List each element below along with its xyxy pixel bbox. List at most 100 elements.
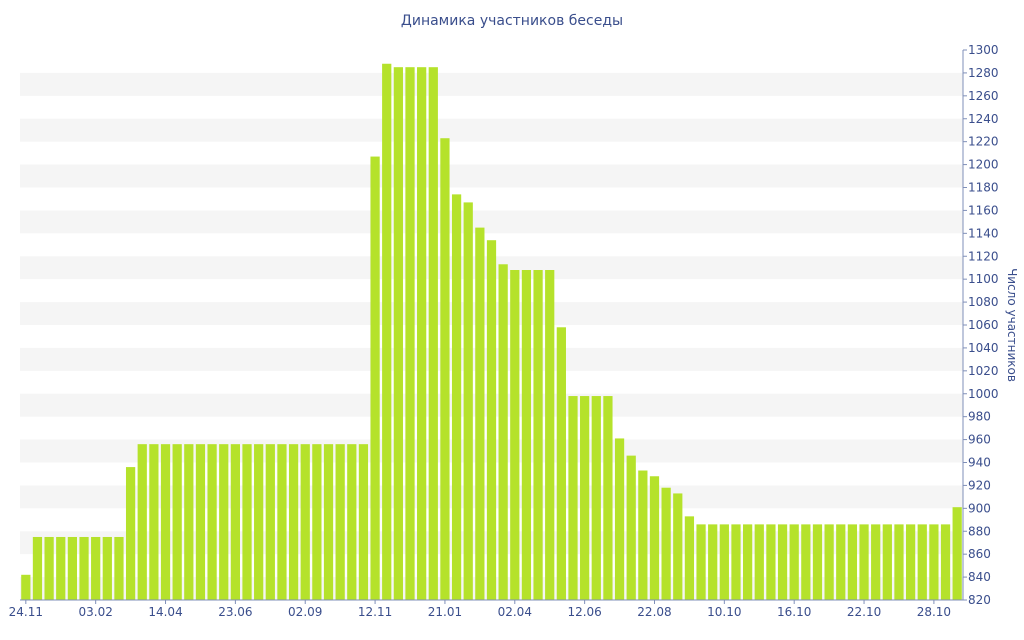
bar bbox=[533, 270, 543, 600]
bar bbox=[125, 467, 136, 600]
y-tick-label: 1120 bbox=[968, 249, 999, 263]
x-tick-label: 02.04 bbox=[498, 605, 532, 619]
bar bbox=[626, 455, 636, 600]
x-tick-label: 12.11 bbox=[358, 605, 392, 619]
bar bbox=[195, 444, 206, 600]
y-tick-label: 1100 bbox=[968, 272, 999, 286]
bar bbox=[719, 524, 729, 600]
bar bbox=[405, 67, 415, 600]
bar bbox=[940, 524, 951, 600]
bar bbox=[440, 138, 450, 600]
bar bbox=[556, 327, 566, 600]
y-tick-label: 1180 bbox=[968, 181, 999, 195]
bar bbox=[661, 487, 671, 600]
bar bbox=[475, 227, 485, 600]
y-tick-label: 1040 bbox=[968, 341, 999, 355]
y-tick-label: 980 bbox=[968, 410, 991, 424]
x-tick-label: 21.01 bbox=[428, 605, 462, 619]
axes-group: 820 840 860 880 900 920 940 960 980 1000 1020 1040 1… bbox=[9, 43, 999, 619]
bar bbox=[172, 444, 182, 600]
y-tick-label: 1020 bbox=[968, 364, 999, 378]
bar bbox=[521, 270, 532, 600]
bar bbox=[137, 444, 147, 600]
bar bbox=[917, 524, 927, 600]
y-tick-label: 860 bbox=[968, 547, 991, 561]
bar bbox=[32, 536, 43, 600]
bar bbox=[382, 63, 392, 600]
bar bbox=[335, 444, 345, 600]
bar bbox=[56, 536, 66, 600]
bar bbox=[428, 67, 438, 600]
bar bbox=[649, 476, 660, 600]
bar bbox=[265, 444, 275, 600]
bar bbox=[836, 524, 846, 600]
bar bbox=[929, 524, 939, 600]
bar bbox=[44, 536, 54, 600]
bar bbox=[347, 444, 357, 600]
bar bbox=[463, 202, 473, 601]
bar bbox=[207, 444, 217, 600]
y-tick-label: 880 bbox=[968, 524, 991, 538]
bar bbox=[242, 444, 252, 600]
y-axis-title: Число участников bbox=[1005, 268, 1019, 382]
bar bbox=[498, 264, 508, 600]
bar bbox=[754, 524, 764, 600]
bar bbox=[673, 493, 683, 600]
bar bbox=[114, 536, 124, 600]
y-tick-label: 1140 bbox=[968, 226, 999, 240]
bar bbox=[580, 396, 590, 600]
bar bbox=[871, 524, 881, 600]
bar bbox=[766, 524, 776, 600]
bar bbox=[254, 444, 264, 600]
y-tick-label: 1000 bbox=[968, 387, 999, 401]
bar bbox=[812, 524, 823, 600]
bar bbox=[67, 536, 78, 600]
bar bbox=[743, 524, 753, 600]
bar bbox=[591, 396, 601, 600]
y-tick-label: 900 bbox=[968, 501, 991, 515]
bar bbox=[824, 524, 834, 600]
bar bbox=[219, 444, 229, 600]
y-tick-label: 1160 bbox=[968, 203, 999, 217]
x-tick-label: 02.09 bbox=[288, 605, 322, 619]
bar bbox=[370, 156, 380, 600]
bar bbox=[149, 444, 159, 600]
y-tick-label: 1060 bbox=[968, 318, 999, 332]
x-tick-label: 10.10 bbox=[707, 605, 741, 619]
bar bbox=[486, 240, 497, 601]
bar bbox=[789, 524, 799, 600]
y-tick-label: 1220 bbox=[968, 135, 999, 149]
grid-band bbox=[20, 210, 963, 234]
bar bbox=[777, 524, 788, 600]
x-tick-label: 24.11 bbox=[9, 605, 43, 619]
bar bbox=[545, 270, 555, 600]
y-tick-label: 1200 bbox=[968, 158, 999, 172]
bar bbox=[801, 524, 811, 600]
bar bbox=[288, 444, 299, 600]
x-tick-label: 22.10 bbox=[847, 605, 881, 619]
bar bbox=[323, 444, 334, 600]
grid-band bbox=[20, 72, 963, 96]
x-tick-label: 16.10 bbox=[777, 605, 811, 619]
bars-group bbox=[21, 63, 962, 601]
bar bbox=[731, 524, 741, 600]
bar bbox=[277, 444, 287, 600]
x-tick-label: 03.02 bbox=[78, 605, 112, 619]
y-tick-label: 1280 bbox=[968, 66, 999, 80]
bar bbox=[684, 516, 695, 600]
bar bbox=[358, 444, 369, 600]
y-tick-label: 920 bbox=[968, 478, 991, 492]
y-tick-label: 1080 bbox=[968, 295, 999, 309]
chart-title: Динамика участников беседы bbox=[400, 13, 624, 29]
bar bbox=[614, 438, 625, 600]
bar bbox=[859, 524, 869, 600]
grid-band bbox=[20, 118, 963, 142]
bar bbox=[91, 536, 101, 600]
bar bbox=[708, 524, 718, 600]
bar bbox=[393, 67, 403, 600]
y-tick-label: 1260 bbox=[968, 89, 999, 103]
y-tick-label: 1240 bbox=[968, 112, 999, 126]
bar bbox=[894, 524, 904, 600]
x-tick-label: 12.06 bbox=[567, 605, 601, 619]
